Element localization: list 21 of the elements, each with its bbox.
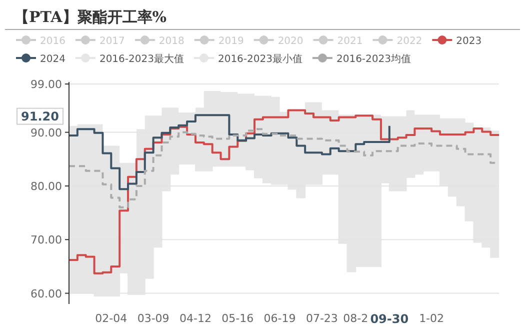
chart-title: 【PTA】聚酯开工率%: [14, 8, 167, 26]
text: 09-30: [370, 312, 409, 326]
x-tick-label: 1-02: [419, 312, 444, 325]
x-tick-label: 03-09: [137, 312, 170, 325]
x-tick-label: 08-2: [343, 312, 368, 325]
y-tick-label: 99.00: [30, 78, 62, 91]
text: 91.20: [21, 109, 59, 124]
x-tick-label: 05-16: [222, 312, 254, 325]
y-tick-label: 70.00: [30, 234, 62, 247]
x-tick-label: 04-12: [179, 312, 212, 325]
legend-label: 2016-2023最大值: [99, 53, 184, 65]
legend-label: 2016-2023均值: [336, 53, 411, 65]
y-tick-label: 90.00: [30, 126, 62, 140]
legend-label: 2024: [40, 54, 66, 65]
legend-label: 2016-2023最小值: [218, 53, 302, 65]
y-tick-label: 80.00: [30, 180, 62, 193]
x-tick-label: 07-23: [306, 312, 338, 325]
legend-label: 2023: [456, 36, 482, 47]
y-tick-label: 60.00: [30, 287, 62, 300]
x-tick-label: 06-19: [264, 312, 296, 325]
x-tick-label: 02-04: [95, 312, 128, 325]
